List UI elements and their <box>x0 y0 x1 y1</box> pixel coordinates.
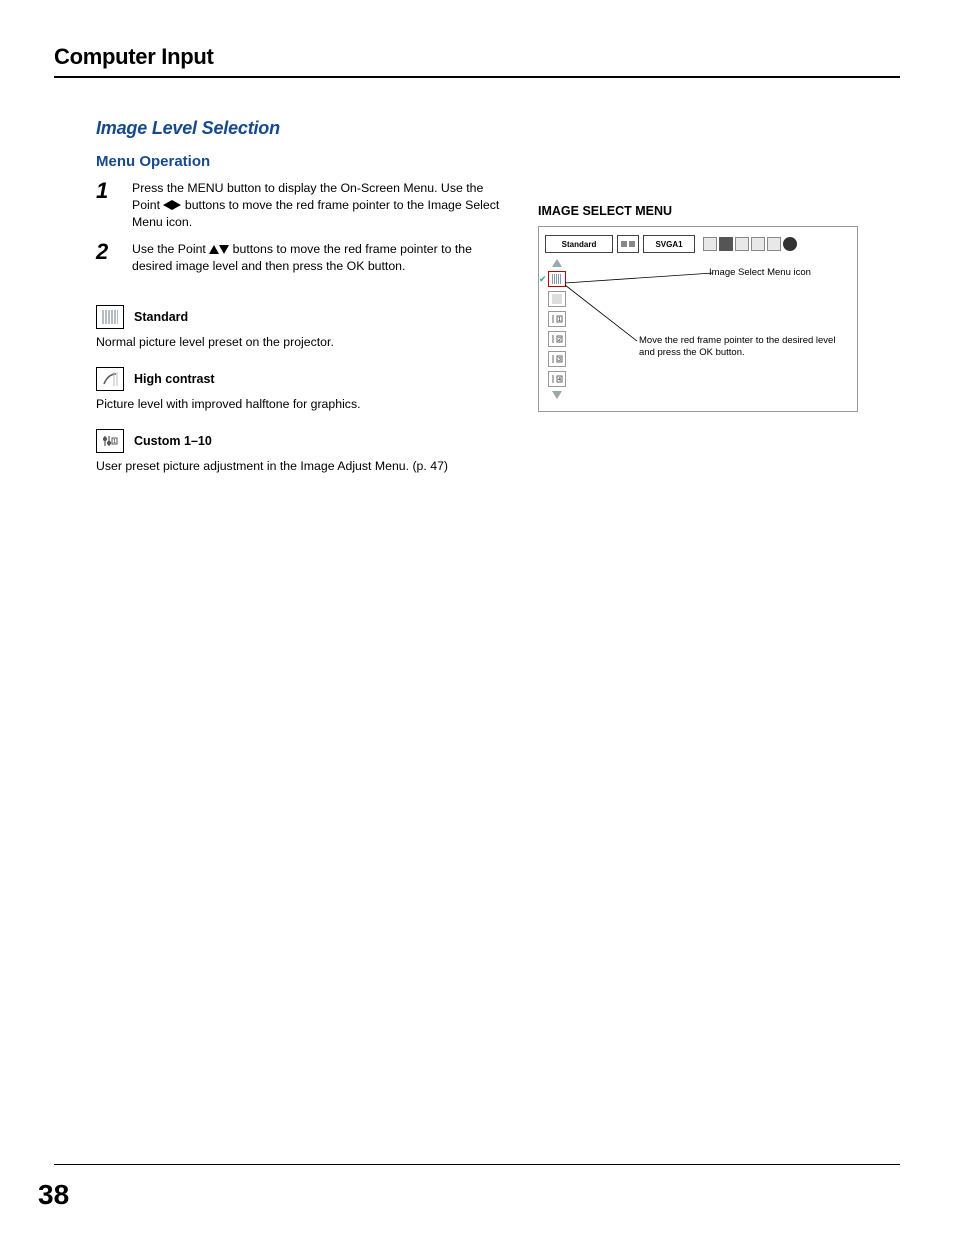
item-label: Standard <box>134 310 188 324</box>
item-head: 1 Custom 1–10 <box>96 429 510 453</box>
figure-arrow-up-icon <box>552 259 562 267</box>
page-number: 38 <box>38 1179 69 1211</box>
step-text: Use the Point buttons to move the red fr… <box>132 241 510 275</box>
point-down-icon <box>219 242 229 259</box>
check-icon: ✔ <box>539 274 547 285</box>
point-up-icon <box>209 242 219 259</box>
item-desc: Normal picture level preset on the proje… <box>96 335 510 349</box>
figure-small-icon <box>719 237 733 251</box>
figure-small-icon <box>751 237 765 251</box>
point-left-icon <box>163 198 172 215</box>
figure-cell: 4 <box>548 371 566 387</box>
figure-cell <box>548 291 566 307</box>
step-2: 2 Use the Point buttons to move the red … <box>96 241 510 275</box>
item-head: Standard <box>96 305 510 329</box>
figure-svga-box: SVGA1 <box>643 235 695 253</box>
item-desc: Picture level with improved halftone for… <box>96 397 510 411</box>
figure-label-pointer: Move the red frame pointer to the desire… <box>639 335 839 359</box>
step-number: 2 <box>96 241 120 263</box>
figure-standard-box: Standard <box>545 235 613 253</box>
footer-rule <box>54 1164 900 1165</box>
chapter-title: Computer Input <box>54 44 900 70</box>
item-label: Custom 1–10 <box>134 434 212 448</box>
figure-small-icon <box>735 237 749 251</box>
figure-cell: 2 <box>548 331 566 347</box>
figure-small-icon <box>703 237 717 251</box>
chapter-rule <box>54 76 900 78</box>
step-text: Press the MENU button to display the On-… <box>132 180 510 231</box>
two-column-layout: 1 Press the MENU button to display the O… <box>96 180 900 473</box>
svg-text:1: 1 <box>113 439 116 445</box>
standard-icon <box>96 305 124 329</box>
item-label: High contrast <box>134 372 215 386</box>
svg-text:4: 4 <box>558 377 561 383</box>
section-title: Image Level Selection <box>96 118 900 139</box>
figure-cell: 3 <box>548 351 566 367</box>
svg-text:2: 2 <box>558 337 561 343</box>
step-text-before: Use the Point <box>132 242 209 256</box>
step-1: 1 Press the MENU button to display the O… <box>96 180 510 231</box>
figure-info-icon <box>783 237 797 251</box>
figure-double-icon <box>617 235 639 253</box>
image-select-menu-figure: Standard SVGA1 <box>538 226 858 412</box>
high-contrast-icon <box>96 367 124 391</box>
item-head: High contrast <box>96 367 510 391</box>
figure-cell-inner <box>552 274 562 284</box>
item-high-contrast: High contrast Picture level with improve… <box>96 367 510 411</box>
right-heading: IMAGE SELECT MENU <box>538 204 900 218</box>
step-number: 1 <box>96 180 120 202</box>
figure-cell-inner <box>552 294 562 304</box>
left-column: 1 Press the MENU button to display the O… <box>96 180 510 473</box>
figure-cell: 1 <box>548 311 566 327</box>
item-standard: Standard Normal picture level preset on … <box>96 305 510 349</box>
figure-icon-row <box>703 237 797 251</box>
svg-text:3: 3 <box>558 357 561 363</box>
item-custom: 1 Custom 1–10 User preset picture adjust… <box>96 429 510 473</box>
figure-leader-line-2 <box>565 283 655 353</box>
step-text-after: buttons to move the red frame pointer to… <box>132 198 499 230</box>
svg-text:1: 1 <box>558 317 561 323</box>
item-desc: User preset picture adjustment in the Im… <box>96 459 510 473</box>
right-column: IMAGE SELECT MENU Standard SVGA1 <box>538 180 900 473</box>
figure-small-icon <box>767 237 781 251</box>
subsection-title: Menu Operation <box>96 153 900 170</box>
manual-page: Computer Input Image Level Selection Men… <box>0 0 954 1235</box>
figure-cell-selected: ✔ <box>548 271 566 287</box>
point-right-icon <box>172 198 181 215</box>
figure-arrow-down-icon <box>552 391 562 399</box>
custom-icon: 1 <box>96 429 124 453</box>
figure-topbar: Standard SVGA1 <box>545 233 851 255</box>
figure-left-column: ✔ 1 2 3 4 <box>547 259 567 399</box>
